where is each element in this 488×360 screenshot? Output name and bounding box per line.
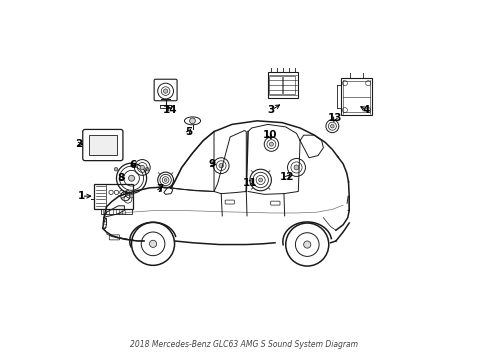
Text: 2018 Mercedes-Benz GLC63 AMG S Sound System Diagram: 2018 Mercedes-Benz GLC63 AMG S Sound Sys… [130, 339, 358, 348]
Circle shape [149, 240, 156, 247]
Circle shape [129, 194, 133, 198]
Circle shape [114, 167, 118, 171]
Circle shape [258, 178, 262, 182]
Text: 12: 12 [280, 172, 294, 182]
FancyBboxPatch shape [88, 135, 117, 155]
Text: 3: 3 [267, 105, 274, 115]
Circle shape [189, 118, 195, 124]
Text: 5: 5 [185, 127, 192, 136]
Text: 11: 11 [242, 177, 257, 188]
Text: 13: 13 [327, 113, 342, 123]
Circle shape [303, 241, 310, 248]
Circle shape [145, 167, 148, 171]
Text: 1: 1 [78, 191, 85, 201]
Circle shape [164, 179, 167, 181]
Text: 8: 8 [117, 173, 124, 183]
Text: 10: 10 [262, 130, 276, 140]
Circle shape [163, 89, 167, 93]
Circle shape [128, 175, 134, 181]
Circle shape [293, 165, 298, 170]
Circle shape [330, 125, 333, 128]
Text: 2: 2 [75, 139, 82, 149]
Text: 7: 7 [156, 184, 163, 194]
Circle shape [269, 142, 273, 146]
Text: 14: 14 [163, 105, 177, 115]
Text: 9: 9 [208, 159, 215, 169]
Circle shape [219, 163, 223, 168]
Circle shape [140, 165, 144, 170]
Text: 4: 4 [362, 105, 369, 115]
Text: 6: 6 [129, 159, 136, 170]
Polygon shape [104, 206, 124, 218]
